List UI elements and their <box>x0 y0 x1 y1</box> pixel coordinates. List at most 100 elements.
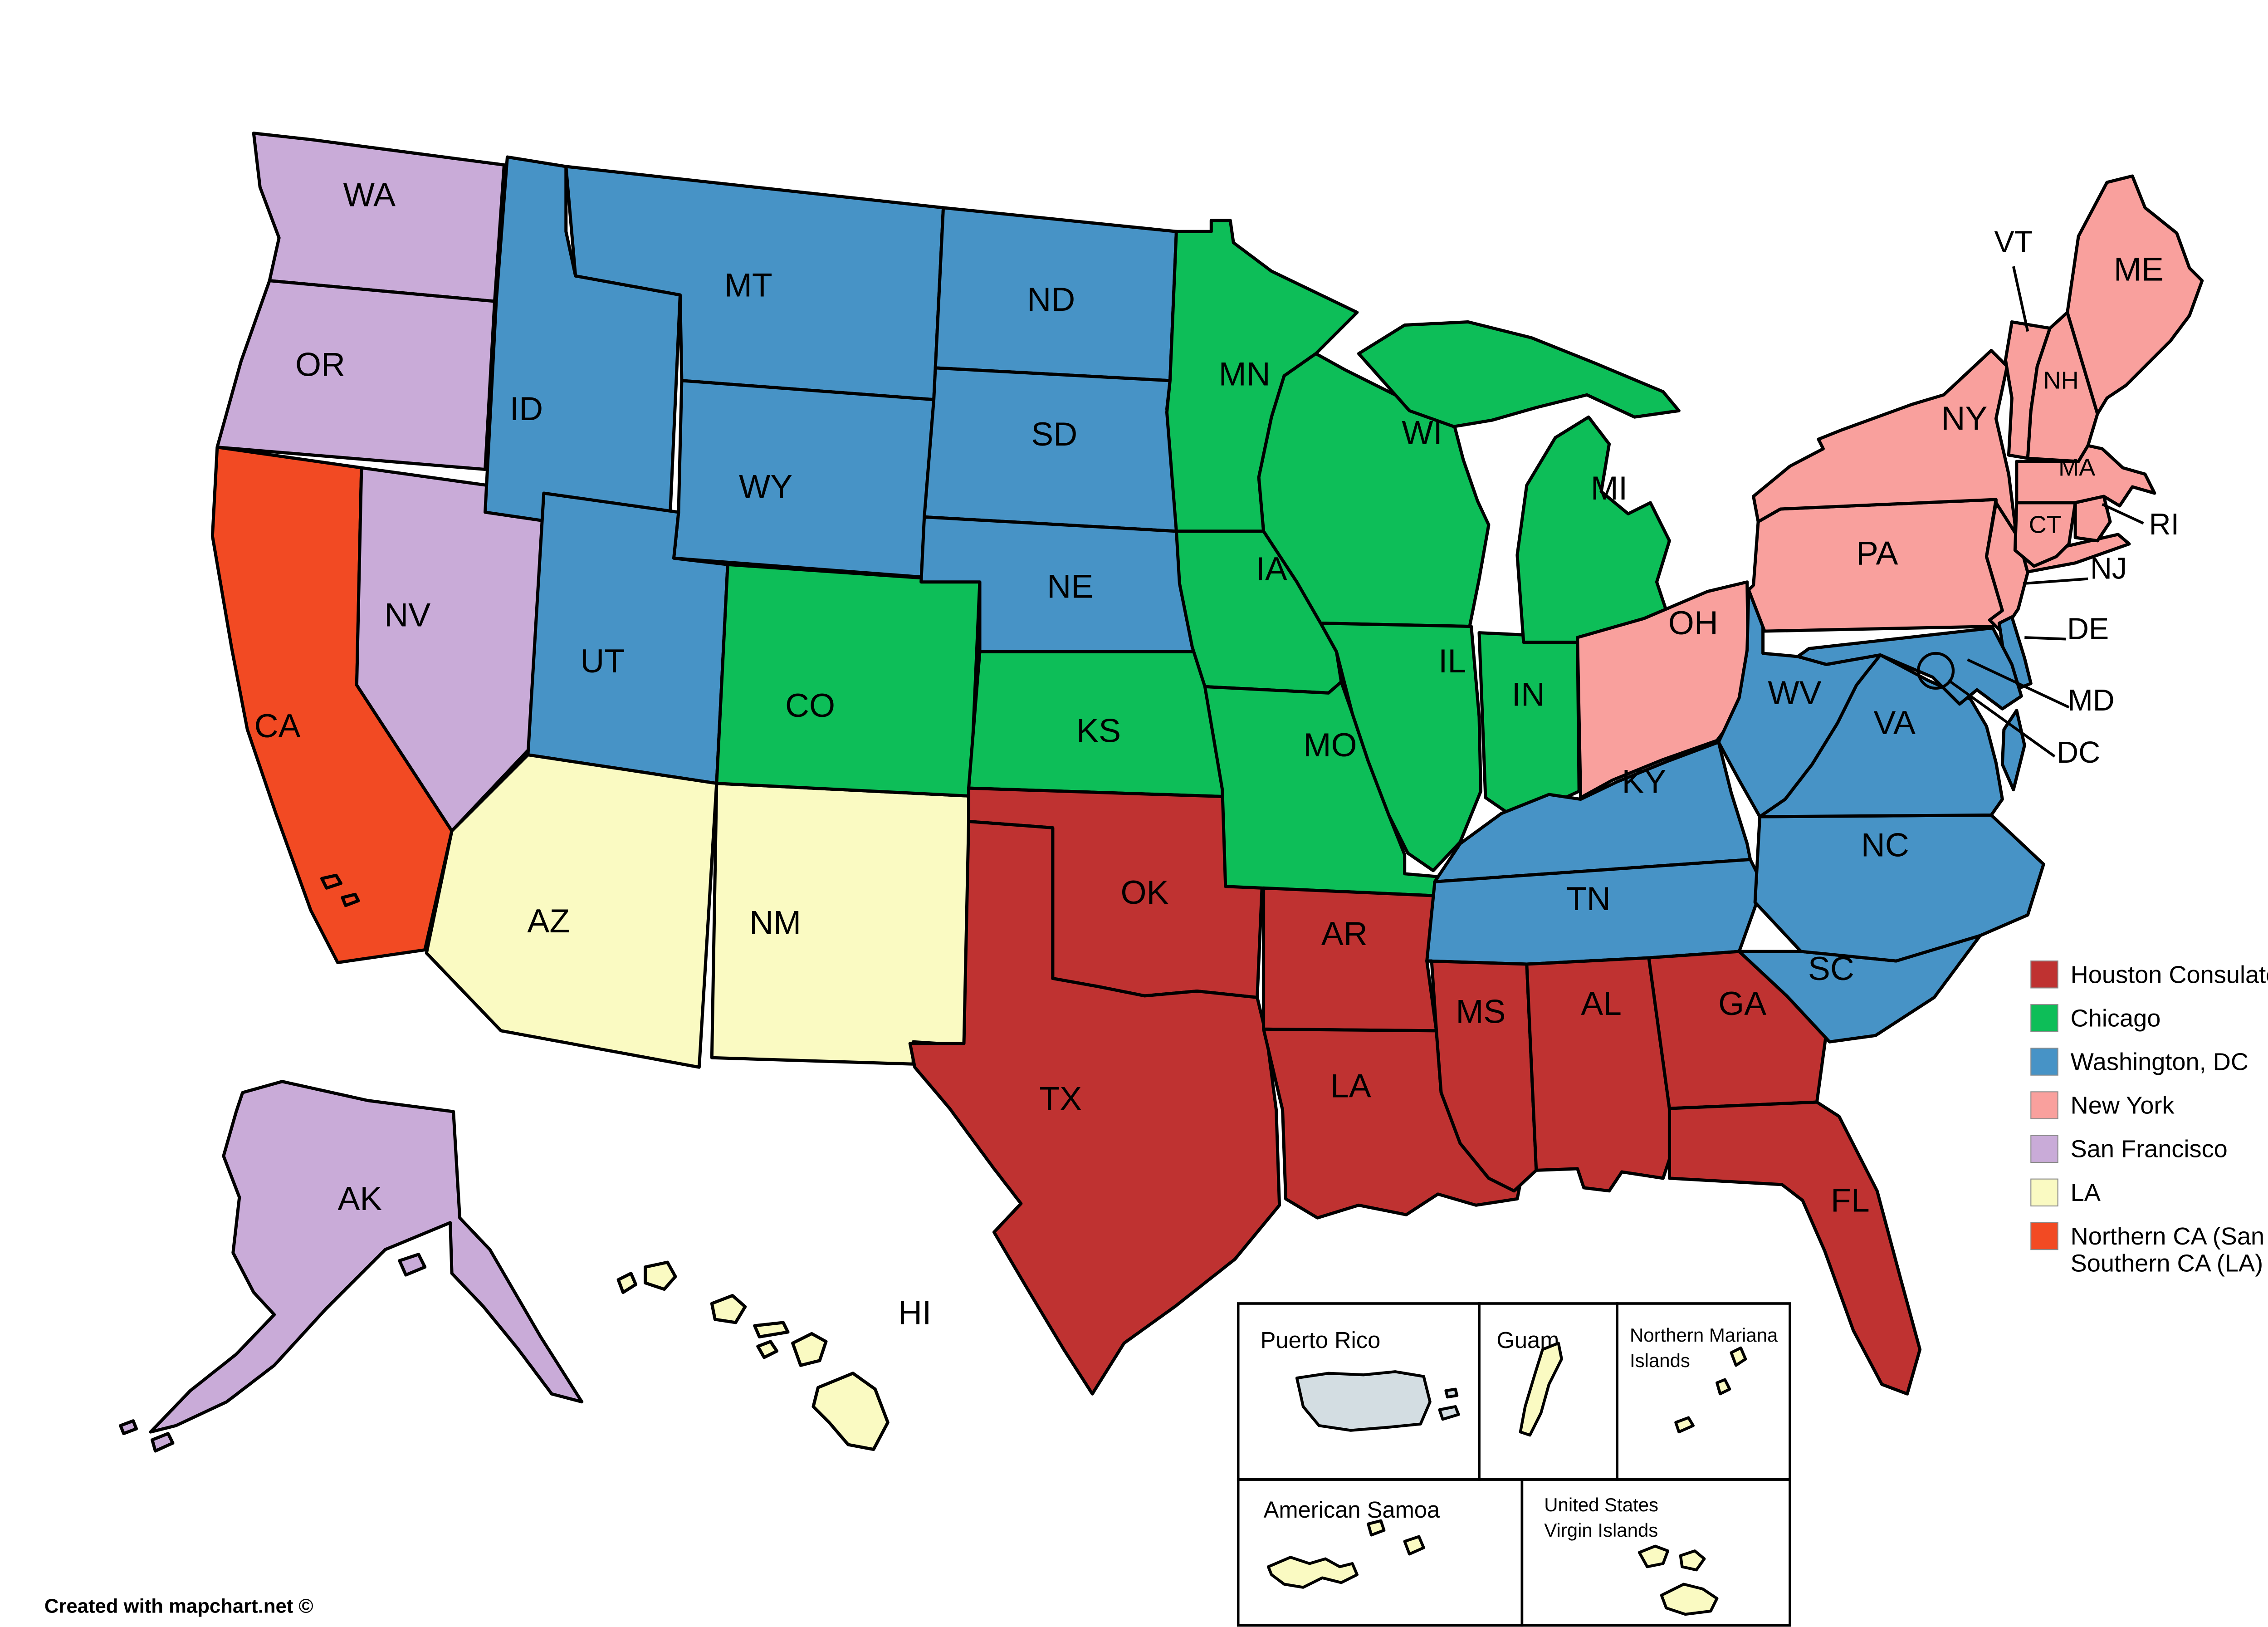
inset-title-united-states-virgin-islands: United States <box>1544 1494 1658 1515</box>
state-label-WV: WV <box>1768 674 1821 711</box>
callout-lines-layer <box>1947 266 2144 758</box>
state-label-NM: NM <box>749 904 801 941</box>
legend-label-san_francisco: San Francisco <box>2071 1136 2228 1163</box>
territory-puerto-rico[interactable] <box>1295 1370 1460 1432</box>
state-TX[interactable] <box>908 819 1281 1396</box>
state-label-RI: RI <box>2149 508 2179 541</box>
state-label-TX: TX <box>1039 1080 1082 1117</box>
legend-label-ca_split: Southern CA (LA) <box>2071 1250 2263 1277</box>
territory-northern-mariana-islands[interactable] <box>1674 1346 1747 1434</box>
state-label-NE: NE <box>1047 568 1093 605</box>
legend-swatch-new_york <box>2030 1091 2058 1119</box>
inset-box-united-states-virgin-islands <box>1520 1478 1791 1627</box>
state-AR[interactable] <box>1262 886 1443 1033</box>
inset-title-northern-mariana-islands: Northern Mariana <box>1630 1324 1778 1346</box>
state-label-IN: IN <box>1512 676 1545 713</box>
state-label-AL: AL <box>1581 985 1622 1022</box>
state-label-NH: NH <box>2043 367 2079 394</box>
state-label-CT: CT <box>2029 511 2062 538</box>
state-label-AK: AK <box>337 1180 382 1217</box>
state-marker-DC[interactable] <box>1916 652 1955 690</box>
state-labels-layer: WA OR CA NV ID MT WY UT AZ NM CO ND SD NE KS OK TX MN IA MO… <box>254 176 2179 1331</box>
territory-insets-layer: Puerto Rico Guam Northern MarianaIslandsAm… <box>1237 1302 1791 1627</box>
state-IL[interactable] <box>1319 622 1482 872</box>
legend-swatch-ca_split <box>2030 1222 2058 1250</box>
state-GA[interactable] <box>1647 950 1828 1110</box>
state-CO[interactable] <box>715 563 982 798</box>
state-MO[interactable] <box>1203 680 1443 898</box>
callout-line-RI <box>2102 503 2144 525</box>
state-label-UT: UT <box>580 642 625 680</box>
state-label-MI: MI <box>1591 470 1628 507</box>
legend-swatch-san_francisco <box>2030 1135 2058 1163</box>
state-NC[interactable] <box>1753 813 2045 963</box>
state-label-AZ: AZ <box>527 902 570 940</box>
inset-title-united-states-virgin-islands: Virgin Islands <box>1544 1519 1658 1541</box>
state-label-OR: OR <box>295 346 345 383</box>
attribution-text: Created with mapchart.net © <box>44 1595 313 1617</box>
state-label-HI: HI <box>898 1294 931 1331</box>
state-AK[interactable] <box>119 1080 584 1453</box>
state-label-OH: OH <box>1668 604 1718 642</box>
territory-american-samoa[interactable] <box>1266 1519 1425 1589</box>
callout-line-MD <box>1967 658 2070 709</box>
state-label-MO: MO <box>1303 726 1357 764</box>
legend-label-houston: Houston Consulate <box>2071 961 2268 988</box>
legend-label-ca_split: Northern CA (San Francisco) , <box>2071 1223 2268 1250</box>
legend-label-la: LA <box>2071 1179 2101 1206</box>
callout-line-NJ <box>2023 577 2088 585</box>
state-label-ND: ND <box>1027 281 1075 318</box>
state-HI[interactable] <box>616 1260 890 1451</box>
state-OR[interactable] <box>215 279 496 471</box>
state-label-KS: KS <box>1076 712 1121 750</box>
state-label-IA: IA <box>1256 550 1287 588</box>
callout-line-DE <box>2024 636 2066 641</box>
state-label-MN: MN <box>1219 355 1271 392</box>
legend-swatch-houston <box>2030 960 2058 989</box>
state-WA[interactable] <box>252 132 506 303</box>
inset-title-american-samoa: American Samoa <box>1264 1497 1440 1523</box>
state-label-LA: LA <box>1330 1068 1371 1105</box>
inset-title-northern-mariana-islands: Islands <box>1630 1350 1690 1371</box>
state-IN[interactable] <box>1477 631 1581 817</box>
state-label-OK: OK <box>1120 874 1168 911</box>
legend-label-new_york: New York <box>2071 1092 2175 1119</box>
states-layer <box>119 132 2204 1453</box>
state-ME[interactable] <box>2066 174 2204 416</box>
callout-line-DC <box>1947 679 2056 758</box>
state-KY[interactable] <box>1433 740 1752 883</box>
state-label-DC: DC <box>2057 736 2100 769</box>
territory-guam[interactable] <box>1519 1342 1563 1437</box>
state-label-GA: GA <box>1718 985 1766 1022</box>
state-label-SC: SC <box>1808 950 1854 987</box>
inset-title-puerto-rico: Puerto Rico <box>1261 1327 1381 1353</box>
legend-swatch-washington_dc <box>2030 1048 2058 1076</box>
state-label-VA: VA <box>1873 704 1915 741</box>
legend-swatch-chicago <box>2030 1004 2058 1032</box>
state-label-DE: DE <box>2067 613 2109 646</box>
state-label-PA: PA <box>1856 534 1898 572</box>
state-label-WI: WI <box>1402 414 1442 451</box>
territory-united-states-virgin-islands[interactable] <box>1637 1544 1719 1616</box>
state-FL[interactable] <box>1667 1100 1922 1396</box>
state-label-TN: TN <box>1566 880 1611 917</box>
state-label-MA: MA <box>2058 454 2096 481</box>
state-WY[interactable] <box>672 379 936 579</box>
state-label-ME: ME <box>2114 251 2164 288</box>
state-label-KY: KY <box>1622 763 1667 800</box>
state-label-MD: MD <box>2068 684 2114 717</box>
legend-label-washington_dc: Washington, DC <box>2071 1049 2248 1076</box>
state-label-NJ: NJ <box>2090 552 2127 586</box>
legend-swatch-la <box>2030 1178 2058 1207</box>
state-label-NV: NV <box>384 597 430 634</box>
state-label-CA: CA <box>254 707 301 745</box>
state-label-WA: WA <box>343 176 396 213</box>
state-label-NC: NC <box>1861 826 1909 863</box>
state-RI[interactable] <box>2073 495 2112 543</box>
state-label-AR: AR <box>1321 915 1368 952</box>
state-label-MT: MT <box>724 267 772 304</box>
callout-line-VT <box>2012 266 2029 332</box>
state-MD[interactable] <box>1796 626 2023 711</box>
state-label-CO: CO <box>785 687 835 724</box>
